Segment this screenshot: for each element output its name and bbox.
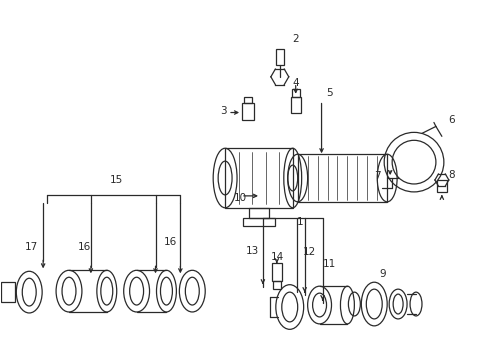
Bar [242,103,253,121]
Text: 10: 10 [233,193,246,203]
Text: 6: 6 [447,116,454,126]
Bar [436,180,446,192]
Text: 3: 3 [220,105,226,116]
Text: 16: 16 [163,237,177,247]
Text: 7: 7 [373,171,380,181]
Bar [290,96,300,113]
Bar [248,208,268,218]
Text: 11: 11 [322,259,335,269]
Text: 5: 5 [325,88,332,98]
Text: 17: 17 [24,243,38,252]
Bar [291,89,299,96]
Text: 14: 14 [271,252,284,262]
Text: 2: 2 [292,34,298,44]
Text: 12: 12 [303,247,316,257]
Bar [1,282,15,302]
Bar [271,264,281,281]
Text: 8: 8 [447,170,454,180]
Bar [297,154,386,202]
Text: 9: 9 [378,269,385,279]
Text: 13: 13 [245,247,258,256]
Text: 15: 15 [110,175,123,185]
Bar [243,218,274,226]
Bar [275,49,283,65]
Bar [224,148,292,208]
Text: 16: 16 [78,243,91,252]
Bar [244,96,251,103]
Text: 4: 4 [292,78,298,88]
Bar [272,281,280,289]
Text: 1: 1 [296,217,303,227]
